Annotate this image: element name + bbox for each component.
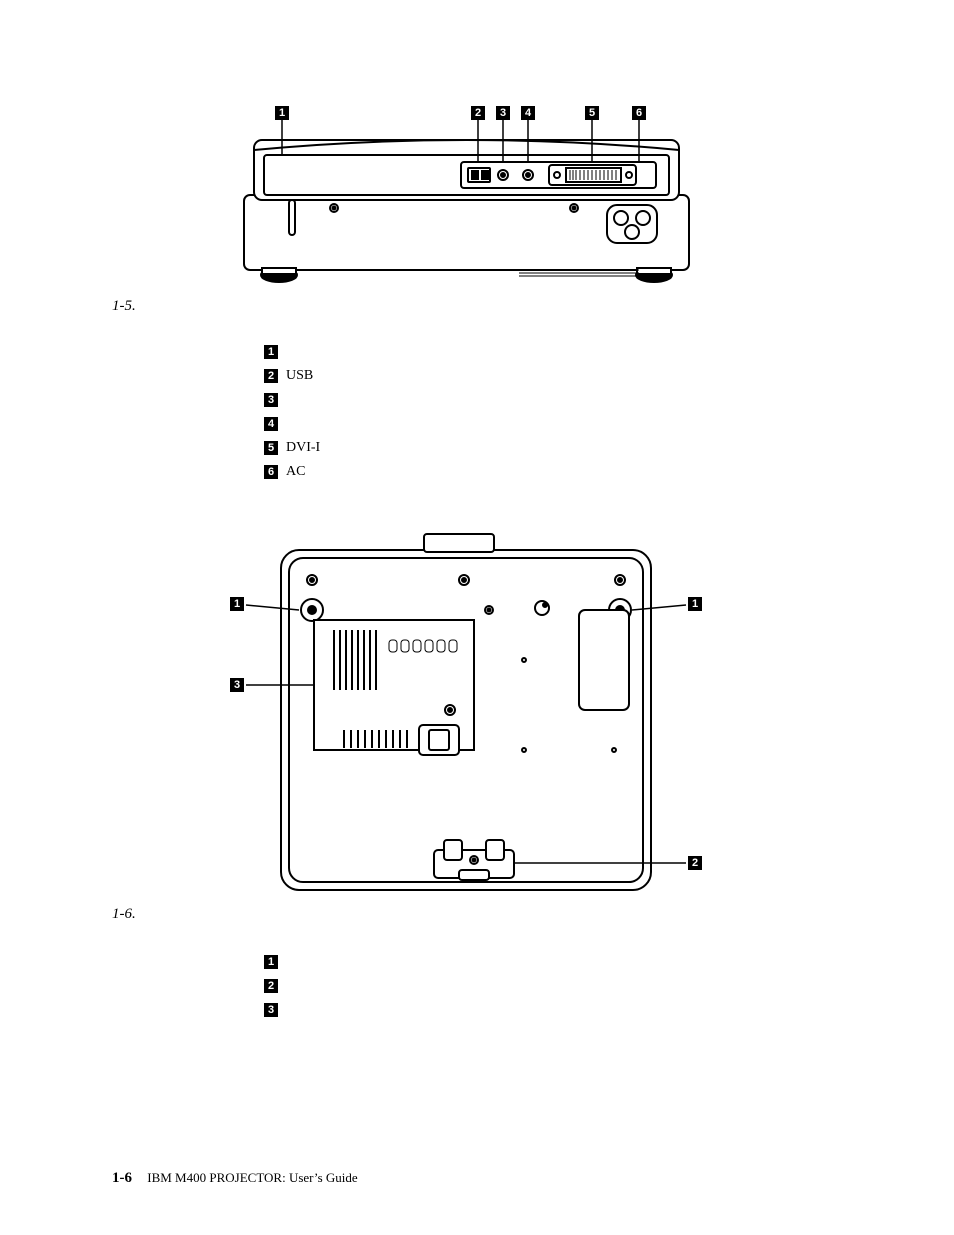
figure-1-5-legend: 1 2 USB 3 4 5 DVI-I 6 AC [264,340,320,484]
figure-1-6-label: 1-6. [112,906,136,923]
legend-text: DVI-I [286,440,320,456]
legend-row: 3 [264,388,320,412]
legend-row: 4 [264,412,320,436]
fig1-badge-1: 1 [275,106,289,120]
legend-row: 3 [264,998,286,1022]
legend-row: 2 [264,974,286,998]
legend-badge: 2 [264,979,278,993]
legend-row: 2 USB [264,364,320,388]
fig1-badge-3: 3 [496,106,510,120]
legend-badge: 1 [264,345,278,359]
legend-row: 1 [264,340,320,364]
footer-text: IBM M400 PROJECTOR: User’s Guide [147,1170,357,1185]
legend-badge: 1 [264,955,278,969]
figure-1-6-legend: 1 2 3 [264,950,286,1022]
fig1-badge-6: 6 [632,106,646,120]
fig2-badge-3: 3 [230,678,244,692]
figure-1-6-diagram: 1 1 2 3 [234,530,699,900]
figure-1-5-label: 1-5. [112,298,136,315]
fig2-badge-1-left: 1 [230,597,244,611]
fig2-badge-2: 2 [688,856,702,870]
fig1-badge-5: 5 [585,106,599,120]
legend-badge: 3 [264,1003,278,1017]
fig1-badge-2: 2 [471,106,485,120]
legend-row: 6 AC [264,460,320,484]
legend-text: AC [286,464,305,480]
page-footer: 1-6 IBM M400 PROJECTOR: User’s Guide [112,1170,358,1187]
legend-badge: 3 [264,393,278,407]
legend-badge: 2 [264,369,278,383]
legend-text: USB [286,368,313,384]
legend-badge: 5 [264,441,278,455]
figure-1-5-diagram: 1 2 3 4 5 6 [234,100,699,300]
legend-badge: 6 [264,465,278,479]
page-number: 1-6 [112,1170,132,1186]
fig2-badge-1-right: 1 [688,597,702,611]
page: 1 2 3 4 5 6 1-5. 1 2 USB 3 4 5 DVI-I 6 [0,0,954,1235]
legend-row: 1 [264,950,286,974]
legend-badge: 4 [264,417,278,431]
fig1-badge-4: 4 [521,106,535,120]
legend-row: 5 DVI-I [264,436,320,460]
